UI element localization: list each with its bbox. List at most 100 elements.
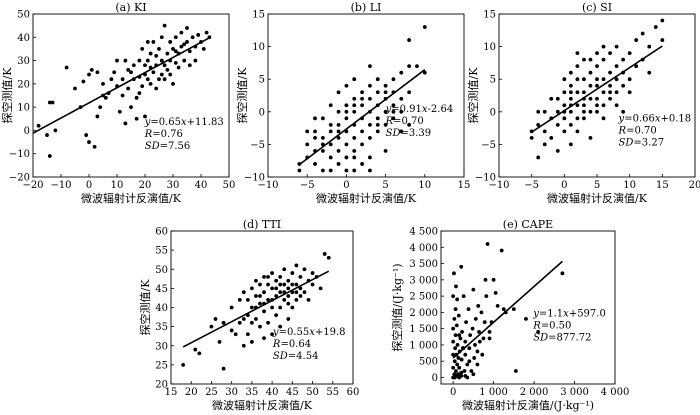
data-point: [614, 90, 619, 95]
data-point: [286, 278, 291, 283]
data-point: [627, 77, 632, 82]
data-point: [87, 140, 91, 144]
data-point: [407, 64, 412, 69]
data-point: [129, 70, 133, 75]
data-point: [266, 282, 270, 287]
data-point: [568, 83, 573, 88]
data-point: [454, 284, 458, 289]
data-point: [422, 70, 427, 75]
data-point: [608, 83, 612, 88]
data-point: [575, 129, 580, 134]
data-point: [468, 333, 473, 338]
y-tick-label: 5: [490, 75, 496, 86]
data-point: [187, 63, 192, 68]
x-tick-label: 5: [382, 180, 388, 191]
data-point: [229, 328, 234, 333]
data-point: [582, 103, 586, 108]
x-axis-label: 微波辐射计反演值/K: [81, 191, 182, 205]
data-point: [154, 54, 159, 58]
y-tick-label: 3 000: [409, 275, 438, 286]
regression-line: [32, 37, 210, 134]
x-tick-label: 20: [185, 387, 198, 398]
data-point: [575, 77, 580, 82]
fit-annotation: R=0.70: [618, 126, 657, 137]
data-point: [140, 84, 145, 89]
data-point: [480, 352, 485, 357]
data-point: [137, 91, 142, 96]
data-point: [614, 77, 619, 82]
x-tick-label: 40: [266, 387, 279, 398]
data-point: [536, 155, 541, 160]
data-point: [352, 103, 357, 108]
data-point: [568, 90, 573, 95]
data-point: [653, 25, 658, 29]
x-tick-label: 3 000: [560, 387, 589, 398]
data-point: [601, 44, 606, 49]
data-point: [368, 155, 372, 160]
data-point: [383, 149, 388, 153]
y-tick-label: 30: [155, 341, 168, 352]
data-point: [352, 168, 357, 173]
data-point: [151, 40, 156, 44]
data-point: [360, 103, 364, 108]
data-point: [344, 168, 349, 173]
data-point: [487, 330, 492, 334]
x-tick-label: −5: [300, 180, 315, 191]
data-point: [344, 116, 349, 121]
x-tick-label: 10: [111, 180, 124, 191]
x-tick-label: 30: [167, 180, 180, 191]
y-tick-label: 45: [155, 284, 168, 295]
x-tick-label: 45: [286, 387, 299, 398]
data-point: [171, 47, 175, 51]
chart-panel: (b) LI −10 −5 0 5 10 15 −10 −5 0 5 10 15 微波辐射计反演值/K 探空…: [235, 1, 470, 205]
data-point: [162, 77, 167, 82]
data-point: [399, 129, 404, 134]
data-point: [336, 149, 341, 153]
data-point: [555, 149, 560, 153]
data-point: [278, 282, 283, 287]
data-point: [270, 271, 275, 275]
data-point: [233, 332, 238, 337]
data-point: [459, 264, 464, 269]
data-point: [513, 369, 518, 373]
data-point: [165, 67, 170, 72]
data-point: [549, 135, 554, 140]
data-point: [328, 168, 333, 173]
data-point: [123, 58, 128, 63]
data-point: [467, 359, 472, 364]
data-point: [254, 278, 258, 283]
data-point: [145, 58, 150, 63]
data-point: [536, 122, 541, 127]
data-point: [173, 35, 178, 40]
data-point: [495, 303, 500, 308]
chart-title: (c) SI: [582, 1, 612, 14]
data-point: [274, 286, 279, 291]
x-tick-label: 1 000: [479, 387, 508, 398]
data-point: [328, 129, 333, 134]
y-tick-label: 30: [17, 56, 30, 67]
data-point: [575, 64, 580, 69]
x-tick-label: 60: [347, 387, 360, 398]
data-point: [499, 248, 504, 253]
data-point: [313, 135, 317, 140]
data-point: [328, 103, 333, 108]
data-point: [313, 129, 317, 134]
data-point: [459, 357, 464, 362]
x-tick-label: 40: [195, 180, 208, 191]
data-point: [360, 96, 364, 101]
y-tick-label: −10: [475, 173, 496, 184]
data-point: [454, 323, 459, 328]
data-point: [452, 316, 457, 321]
data-point: [453, 346, 458, 351]
x-tick-label: 10: [418, 180, 431, 191]
data-point: [249, 320, 254, 325]
data-point: [470, 326, 475, 331]
x-tick-label: 30: [225, 387, 238, 398]
y-tick-label: 55: [155, 246, 168, 257]
regression-line: [182, 270, 330, 348]
data-point: [148, 81, 153, 86]
data-point: [151, 70, 156, 75]
data-point: [159, 72, 164, 77]
y-tick-label: 35: [155, 322, 168, 333]
y-tick-label: 4 500: [409, 227, 438, 238]
